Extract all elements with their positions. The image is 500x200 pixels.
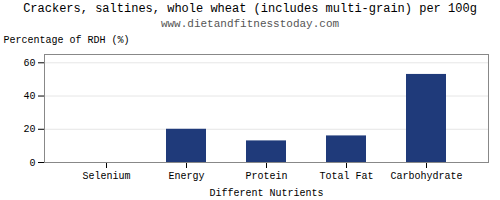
svg-text:Different Nutrients: Different Nutrients bbox=[209, 188, 323, 199]
svg-text:0: 0 bbox=[29, 158, 35, 169]
svg-text:Protein: Protein bbox=[245, 171, 287, 182]
svg-text:Carbohydrate: Carbohydrate bbox=[390, 171, 462, 182]
svg-text:Total Fat: Total Fat bbox=[319, 171, 373, 182]
svg-text:60: 60 bbox=[23, 58, 35, 69]
html-text:www.dietandfitnesstoday.com: www.dietandfitnesstoday.com bbox=[160, 18, 340, 30]
svg-text:Energy: Energy bbox=[168, 171, 204, 182]
svg-text:Selenium: Selenium bbox=[82, 171, 130, 182]
html-text:Crackers, saltines, whole whea: Crackers, saltines, whole wheat (include… bbox=[23, 2, 477, 16]
svg-text:Percentage of RDH (%): Percentage of RDH (%) bbox=[4, 35, 130, 46]
svg-text:20: 20 bbox=[23, 124, 35, 135]
svg-text:40: 40 bbox=[23, 91, 35, 102]
